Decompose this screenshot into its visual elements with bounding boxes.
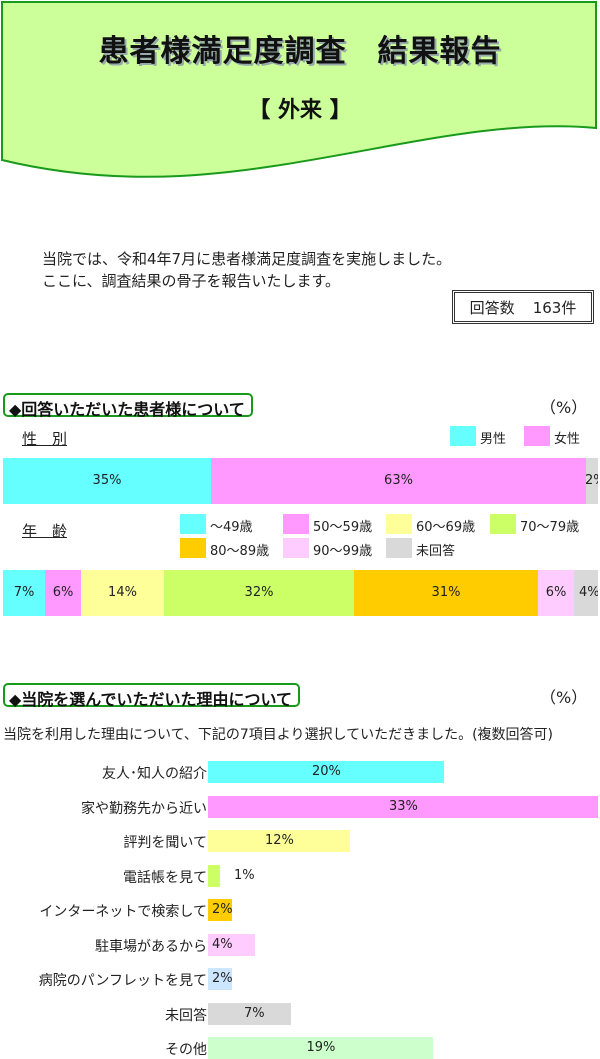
section2-unit: （%） (540, 688, 588, 707)
data-label: 2% (212, 902, 233, 917)
data-label: 4% (579, 585, 598, 600)
legend-swatch (283, 538, 309, 558)
data-label: 33% (389, 798, 418, 814)
intro-line-2: ここに、調査結果の骨子を報告いたします。 (42, 272, 341, 290)
bar-segment: 31% (354, 570, 538, 616)
bar-segment: 14% (81, 570, 164, 616)
data-label: 32% (244, 585, 274, 600)
response-count-box: 回答数 163件 (452, 290, 594, 324)
bar-segment: 35% (3, 458, 211, 504)
data-label: 6% (52, 585, 74, 600)
legend-swatch (490, 514, 516, 534)
legend-label: 90～99歳 (313, 544, 373, 559)
bar (208, 864, 220, 887)
bar (208, 830, 350, 852)
section-head-reasons: ◆当院を選んでいただいた理由について (3, 683, 301, 709)
data-label: 12% (265, 833, 294, 848)
data-label: 35% (92, 473, 122, 488)
section-head-patients: ◆回答いただいた患者様について (3, 393, 253, 419)
data-label: 2% (586, 473, 598, 488)
gender-label: 性 別 (22, 430, 68, 448)
section1-unit: （%） (540, 398, 588, 417)
legend-label: 女性 (554, 432, 581, 447)
bar-segment: 4% (574, 570, 598, 616)
response-count-value: 163件 (532, 298, 577, 317)
data-label: 1% (234, 867, 255, 883)
bar (208, 1002, 291, 1025)
age-label: 年 齢 (22, 522, 68, 540)
legend-label: 80～89歳 (210, 544, 270, 559)
page-title: 患者様満足度調査 結果報告 (98, 34, 502, 69)
legend-swatch (386, 514, 412, 534)
category-label: 病院のパンフレットを見て (38, 973, 207, 989)
legend-swatch (283, 514, 309, 534)
legend-swatch (450, 426, 476, 446)
bar-segment: 6% (45, 570, 81, 616)
legend-label: 男性 (480, 432, 507, 447)
data-label: 6% (545, 585, 567, 600)
legend-label: 60～69歳 (416, 520, 476, 535)
bar-segment: 2% (586, 458, 598, 504)
legend-label: 未回答 (416, 544, 456, 559)
intro-line-1: 当院では、令和4年7月に患者様満足度調査を実施しました。 (42, 250, 452, 268)
legend-label: 50～59歳 (313, 520, 373, 535)
bar-segment: 7% (3, 570, 45, 616)
data-label: 7% (244, 1005, 265, 1021)
data-label: 2% (212, 971, 233, 986)
legend-label: 70～79歳 (520, 520, 580, 535)
legend-swatch (386, 538, 412, 558)
category-label: 友人･知人の紹介 (102, 766, 207, 782)
bar (208, 968, 232, 990)
header-banner (1, 1, 597, 178)
category-label: 評判を聞いて (123, 835, 207, 851)
reasons-description: 当院を利用した理由について、下記の7項目より選択していただきました。(複数回答可… (3, 727, 554, 743)
page-subtitle: 【 外来 】 (248, 98, 352, 123)
legend-swatch (180, 514, 206, 534)
category-label: その他 (165, 1042, 207, 1058)
bar (208, 795, 598, 818)
category-label: 家や勤務先から近い (81, 800, 207, 817)
bar (208, 933, 255, 956)
legend-swatch (524, 426, 550, 446)
category-label: 駐車場があるから (95, 938, 207, 955)
bar (208, 899, 232, 921)
data-label: 19% (306, 1040, 336, 1055)
data-label: 63% (384, 473, 413, 488)
legend-swatch (180, 538, 206, 558)
banner-shape (1, 1, 597, 178)
data-label: 14% (108, 585, 137, 600)
category-label: 電話帳を見て (123, 869, 207, 886)
data-label: 31% (431, 585, 461, 600)
category-label: インターネットで検索して (39, 904, 207, 920)
response-count-label: 回答数 (469, 298, 515, 317)
data-label: 7% (13, 585, 35, 600)
category-label: 未回答 (165, 1007, 207, 1024)
data-label: 20% (312, 764, 341, 779)
bar-segment: 32% (164, 570, 354, 616)
bar (208, 761, 444, 783)
bar-segment: 63% (211, 458, 586, 504)
legend-label: ～49歳 (210, 520, 253, 535)
bar-segment: 6% (538, 570, 574, 616)
data-label: 4% (212, 936, 233, 952)
